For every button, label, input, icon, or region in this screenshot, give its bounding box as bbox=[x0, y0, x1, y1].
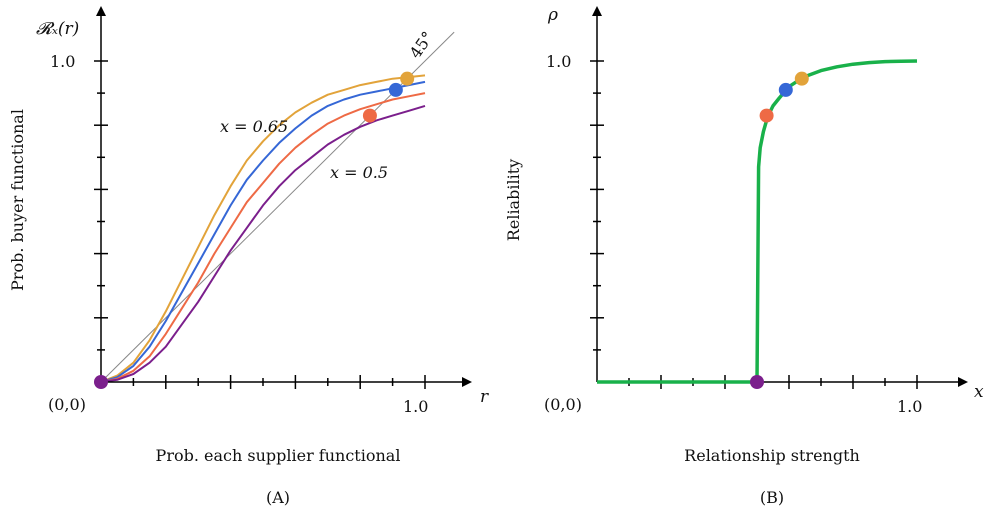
reference-line-45 bbox=[100, 31, 455, 383]
panel-a-label: (A) bbox=[266, 488, 290, 507]
panel-a-y-axis-symbol: 𝓡ₓ(r) bbox=[36, 19, 79, 39]
panel-a-ylabel: Prob. buyer functional bbox=[8, 109, 27, 291]
panel-a-series-line-2 bbox=[100, 80, 426, 383]
panel-a-points bbox=[94, 71, 415, 389]
panel-b-y-tick-label: 1.0 bbox=[546, 52, 571, 71]
panel-b-x-axis-symbol: x bbox=[974, 382, 984, 402]
panel-b-axes bbox=[590, 6, 968, 389]
panel-b-x-tick-label: 1.0 bbox=[897, 397, 922, 416]
panel-a-axes bbox=[94, 6, 472, 389]
panel-b-xlabel: Relationship strength bbox=[684, 446, 860, 465]
annotation-x-0-5: x = 0.5 bbox=[330, 163, 388, 182]
panel-a-x-tick-label: 1.0 bbox=[403, 397, 428, 416]
panel-a-point-3 bbox=[388, 82, 403, 97]
panel-b-point-1 bbox=[750, 375, 764, 389]
panel-a-xlabel: Prob. each supplier functional bbox=[156, 446, 401, 465]
panel-b-points bbox=[750, 71, 809, 389]
panel-b-label: (B) bbox=[760, 488, 784, 507]
panel-b-point-4 bbox=[794, 71, 809, 86]
panel-a-x-axis-symbol: r bbox=[480, 387, 489, 407]
panel-b-point-2 bbox=[759, 108, 774, 123]
panel-b-origin-label: (0,0) bbox=[544, 395, 582, 414]
panel-b-series-lines bbox=[597, 59, 918, 384]
panel-a-series-lines bbox=[100, 31, 455, 383]
panel-a-series-line-1 bbox=[100, 74, 426, 383]
panel-a-point-2 bbox=[362, 108, 377, 123]
panel-b: ρ x (0,0) 1.0 1.0 Reliability Relationsh… bbox=[504, 5, 984, 507]
panel-b-point-3 bbox=[778, 82, 793, 97]
panel-a-origin-label: (0,0) bbox=[48, 395, 86, 414]
panel-a-series-line-3 bbox=[100, 92, 426, 383]
annotation-x-0-65: x = 0.65 bbox=[220, 117, 288, 136]
panel-a-point-4 bbox=[400, 71, 415, 86]
panel-a-series-line-4 bbox=[100, 104, 426, 383]
panel-a: 𝓡ₓ(r) r (0,0) 1.0 1.0 Prob. buyer functi… bbox=[8, 6, 489, 507]
panel-b-series-line-1 bbox=[597, 59, 918, 384]
panel-a-y-tick-label: 1.0 bbox=[50, 52, 75, 71]
reference-line-label: 45° bbox=[406, 28, 438, 62]
panel-a-point-1 bbox=[94, 375, 108, 389]
panel-b-y-axis-symbol: ρ bbox=[547, 5, 558, 25]
panel-b-ylabel: Reliability bbox=[504, 159, 523, 241]
